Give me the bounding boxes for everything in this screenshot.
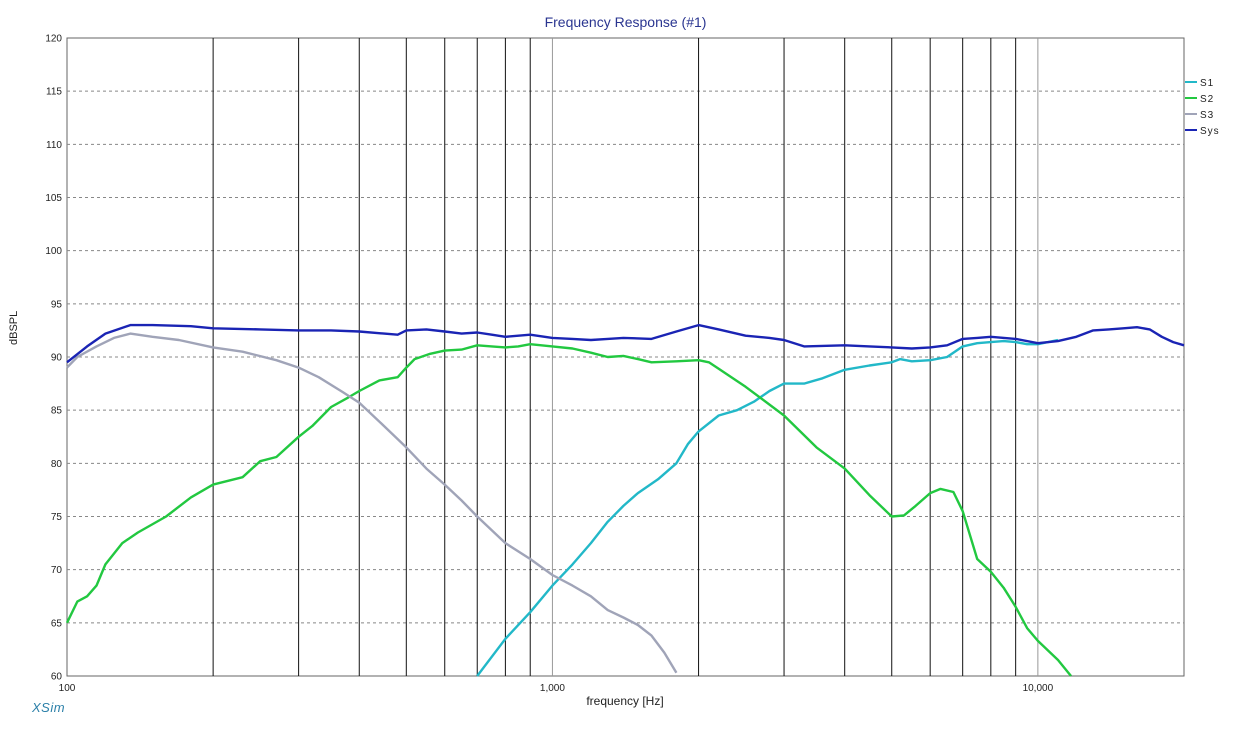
y-tick-label: 75	[51, 512, 63, 523]
y-tick-label: 100	[45, 246, 62, 257]
series-line-s2	[65, 343, 1072, 677]
legend-label: S2	[1200, 94, 1214, 105]
y-tick-label: 95	[51, 299, 63, 310]
series-line-s3	[66, 332, 678, 674]
x-tick-label: 1,000	[540, 683, 565, 694]
series-line-sys	[66, 323, 1185, 364]
y-tick-label: 90	[51, 353, 63, 364]
legend-label: S1	[1200, 78, 1214, 89]
y-tick-label: 70	[51, 565, 63, 576]
y-tick-label: 120	[45, 34, 62, 45]
y-tick-label: 80	[51, 459, 63, 470]
grid	[67, 38, 1184, 676]
y-tick-labels: 60 65 70 75 80 85 90 95 100 105 110 115 120	[45, 34, 62, 683]
series-line-s1	[476, 338, 1059, 677]
y-tick-label: 60	[51, 672, 63, 683]
legend-label: S3	[1200, 110, 1214, 121]
x-tick-label: 100	[59, 683, 76, 694]
y-tick-label: 85	[51, 406, 63, 417]
y-tick-label: 115	[46, 87, 62, 98]
xsim-logo: XSim	[32, 700, 66, 715]
x-tick-labels: 100 1,000 10,000	[59, 683, 1054, 694]
x-axis-label: frequency [Hz]	[586, 694, 664, 708]
series-lines	[65, 323, 1185, 677]
chart-title: Frequency Response (#1)	[544, 14, 707, 30]
legend: S1 S2 S3 Sys	[1185, 78, 1220, 137]
x-tick-label: 10,000	[1023, 683, 1054, 694]
y-tick-label: 110	[46, 140, 62, 151]
y-tick-label: 105	[45, 193, 62, 204]
legend-label: Sys	[1200, 126, 1220, 137]
y-tick-label: 65	[51, 618, 63, 629]
y-axis-label: dBSPL	[8, 310, 20, 345]
